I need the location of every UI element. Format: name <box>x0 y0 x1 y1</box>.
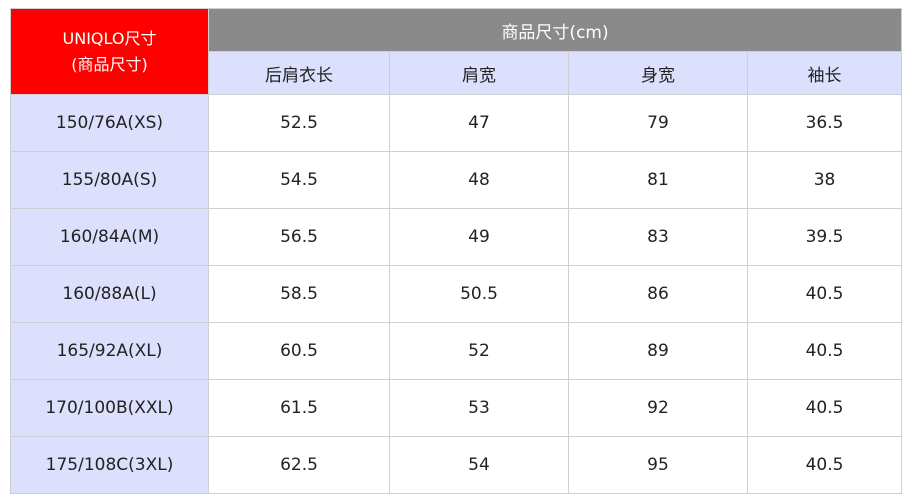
value-cell: 56.5 <box>208 208 390 266</box>
value-cell: 61.5 <box>208 379 390 437</box>
size-cell: 170/100B(XXL) <box>10 379 209 437</box>
value-cell: 36.5 <box>746 94 903 152</box>
value-cell: 54 <box>389 436 569 494</box>
size-cell: 150/76A(XS) <box>10 94 209 152</box>
size-cell: 155/80A(S) <box>10 151 209 209</box>
table-row: 150/76A(XS) 52.5 47 79 36.5 <box>10 94 903 152</box>
value-cell: 54.5 <box>208 151 390 209</box>
table-row: 170/100B(XXL) 61.5 53 92 40.5 <box>10 379 903 437</box>
value-cell: 95 <box>568 436 748 494</box>
value-cell: 53 <box>389 379 569 437</box>
column-header-sleeve: 袖长 <box>746 51 903 95</box>
value-cell: 47 <box>389 94 569 152</box>
value-cell: 38 <box>746 151 903 209</box>
value-cell: 52.5 <box>208 94 390 152</box>
value-cell: 49 <box>389 208 569 266</box>
size-cell: 165/92A(XL) <box>10 322 209 380</box>
brand-size-header: UNIQLO尺寸 (商品尺寸) <box>10 8 209 95</box>
value-cell: 40.5 <box>746 436 903 494</box>
value-cell: 40.5 <box>746 265 903 323</box>
value-cell: 50.5 <box>389 265 569 323</box>
value-cell: 81 <box>568 151 748 209</box>
brand-size-label: UNIQLO尺寸 <box>62 28 157 48</box>
size-cell: 175/108C(3XL) <box>10 436 209 494</box>
table-row: 175/108C(3XL) 62.5 54 95 40.5 <box>10 436 903 494</box>
size-cell: 160/88A(L) <box>10 265 209 323</box>
value-cell: 48 <box>389 151 569 209</box>
value-cell: 89 <box>568 322 748 380</box>
value-cell: 60.5 <box>208 322 390 380</box>
value-cell: 62.5 <box>208 436 390 494</box>
table-row: 160/88A(L) 58.5 50.5 86 40.5 <box>10 265 903 323</box>
column-header-back-length: 后肩衣长 <box>208 51 390 95</box>
value-cell: 58.5 <box>208 265 390 323</box>
value-cell: 92 <box>568 379 748 437</box>
value-cell: 83 <box>568 208 748 266</box>
table-row: 160/84A(M) 56.5 49 83 39.5 <box>10 208 903 266</box>
value-cell: 39.5 <box>746 208 903 266</box>
column-header-shoulder: 肩宽 <box>389 51 569 95</box>
size-cell: 160/84A(M) <box>10 208 209 266</box>
value-cell: 79 <box>568 94 748 152</box>
table-row: 165/92A(XL) 60.5 52 89 40.5 <box>10 322 903 380</box>
table-row: 155/80A(S) 54.5 48 81 38 <box>10 151 903 209</box>
group-header: 商品尺寸(cm) <box>207 8 903 52</box>
value-cell: 40.5 <box>746 379 903 437</box>
size-chart-table: UNIQLO尺寸 (商品尺寸) 商品尺寸(cm) 后肩衣长 肩宽 身宽 袖长 1… <box>10 8 903 494</box>
value-cell: 40.5 <box>746 322 903 380</box>
product-size-label: (商品尺寸) <box>71 54 148 74</box>
column-header-chest: 身宽 <box>568 51 748 95</box>
value-cell: 52 <box>389 322 569 380</box>
value-cell: 86 <box>568 265 748 323</box>
